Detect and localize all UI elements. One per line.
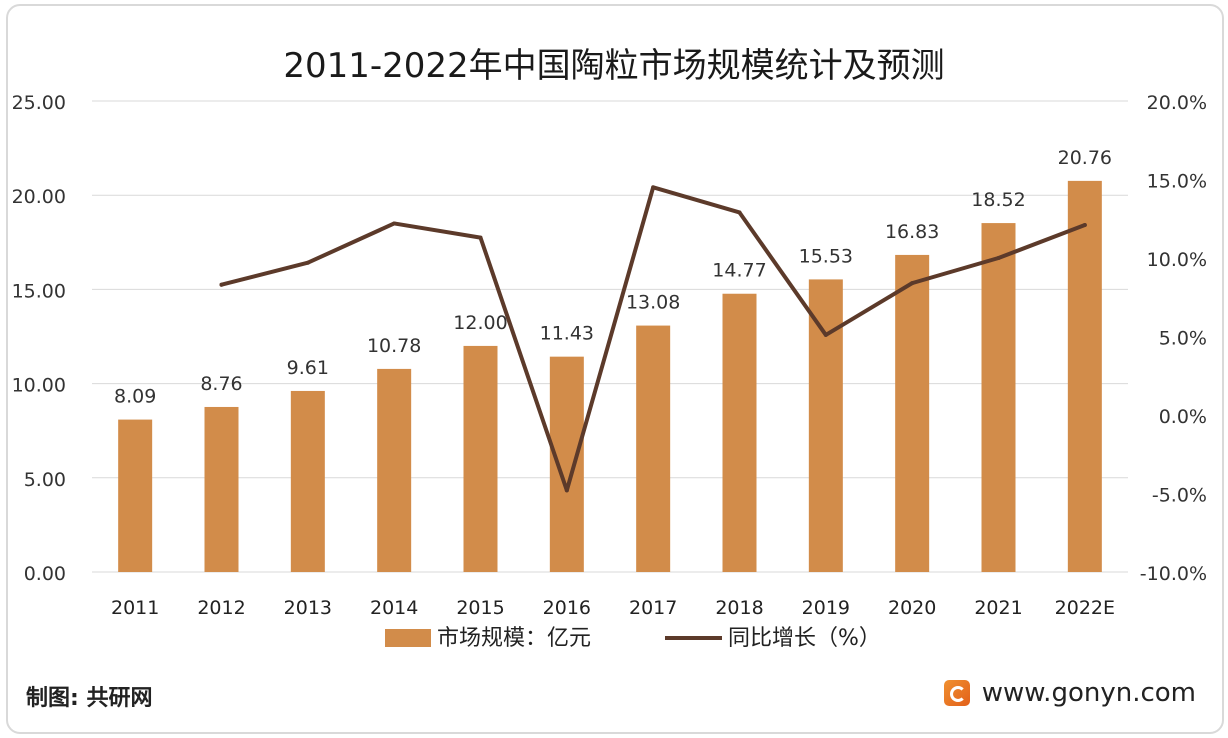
bar-data-label: 9.61 xyxy=(287,357,329,379)
bar xyxy=(204,406,239,572)
y-left-tick-label: 0.00 xyxy=(24,563,66,585)
x-tick-label: 2022E xyxy=(1055,597,1115,619)
gonyn-logo-icon xyxy=(943,680,970,706)
bar xyxy=(1067,180,1102,573)
bar-data-label: 8.09 xyxy=(114,386,156,408)
bar-data-label: 8.76 xyxy=(200,373,242,395)
bar xyxy=(377,368,412,572)
bar-data-label: 20.76 xyxy=(1058,147,1112,169)
y-left-tick-label: 10.00 xyxy=(12,375,66,397)
chart-title: 2011-2022年中国陶粒市场规模统计及预测 xyxy=(283,46,945,86)
chart-frame xyxy=(6,4,1224,734)
x-tick-label: 2016 xyxy=(543,597,591,619)
x-tick-label: 2018 xyxy=(715,597,763,619)
y-left-tick-label: 5.00 xyxy=(24,469,66,491)
y-left-tick-label: 15.00 xyxy=(12,280,66,302)
growth-point xyxy=(1082,223,1087,228)
growth-point xyxy=(305,260,310,265)
bar-data-label: 18.52 xyxy=(971,189,1025,211)
growth-point xyxy=(478,235,483,240)
y-left-tick-label: 25.00 xyxy=(12,92,66,114)
y-left-tick-label: 20.00 xyxy=(12,186,66,208)
bar-data-label: 10.78 xyxy=(367,335,421,357)
growth-point xyxy=(910,281,915,286)
growth-point xyxy=(651,185,656,190)
x-tick-label: 2013 xyxy=(284,597,332,619)
bar xyxy=(290,390,325,572)
bar-data-label: 15.53 xyxy=(799,245,853,267)
legend-bar-swatch xyxy=(385,629,431,647)
bar xyxy=(463,345,498,572)
bar xyxy=(981,223,1016,573)
x-tick-label: 2011 xyxy=(111,597,159,619)
website-url: www.gonyn.com xyxy=(981,678,1196,708)
y-right-tick-label: 10.0% xyxy=(1147,249,1207,271)
y-right-tick-label: 0.0% xyxy=(1159,406,1207,428)
bar-data-label: 13.08 xyxy=(626,292,680,314)
x-tick-label: 2012 xyxy=(197,597,245,619)
x-tick-label: 2021 xyxy=(974,597,1022,619)
bar xyxy=(808,279,843,572)
x-tick-label: 2014 xyxy=(370,597,418,619)
bar xyxy=(722,293,757,572)
growth-point xyxy=(823,332,828,337)
website-branding: www.gonyn.com xyxy=(943,678,1196,708)
legend-bar-label: 市场规模：亿元 xyxy=(437,626,591,651)
x-tick-label: 2020 xyxy=(888,597,936,619)
growth-point xyxy=(564,488,569,493)
bar xyxy=(636,325,671,572)
y-right-tick-label: 15.0% xyxy=(1147,171,1207,193)
y-right-tick-label: 5.0% xyxy=(1159,328,1207,350)
bar-data-label: 16.83 xyxy=(885,221,939,243)
legend-line-label: 同比增长（%） xyxy=(728,626,881,651)
y-right-tick-label: 20.0% xyxy=(1147,92,1207,114)
y-right-tick-label: -5.0% xyxy=(1152,485,1207,507)
bar-data-label: 14.77 xyxy=(712,260,766,282)
bar-data-label: 11.43 xyxy=(540,323,594,345)
growth-point xyxy=(219,282,224,287)
bar xyxy=(895,254,930,573)
y-right-tick-label: -10.0% xyxy=(1140,563,1207,585)
x-tick-label: 2019 xyxy=(802,597,850,619)
growth-point xyxy=(392,221,397,226)
growth-point xyxy=(737,210,742,215)
growth-point xyxy=(996,256,1001,260)
x-tick-label: 2015 xyxy=(456,597,504,619)
bar xyxy=(118,419,153,572)
bar xyxy=(549,356,584,572)
source-label: 制图: 共研网 xyxy=(26,686,153,711)
x-tick-label: 2017 xyxy=(629,597,677,619)
bar-data-label: 12.00 xyxy=(453,312,507,334)
